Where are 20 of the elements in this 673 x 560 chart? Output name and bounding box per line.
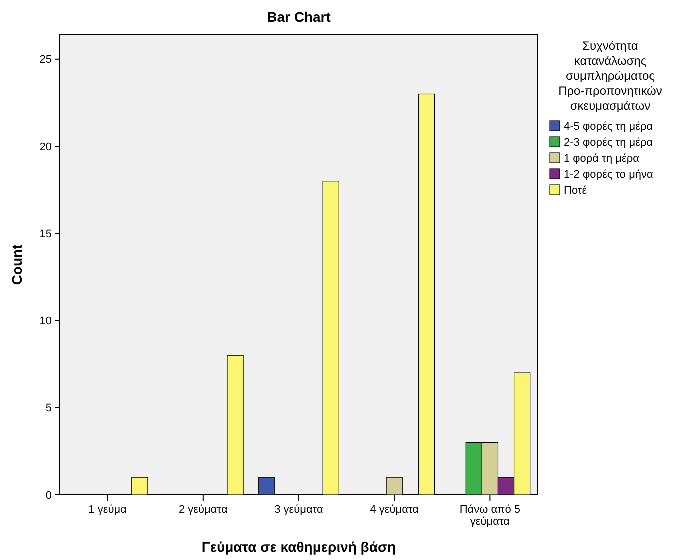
x-tick-label: 4 γεύματα (370, 504, 420, 516)
y-axis-title: Count (9, 244, 25, 286)
y-tick-label: 0 (46, 490, 52, 502)
y-tick-label: 15 (40, 228, 52, 240)
x-tick-label: 1 γεύμα (88, 504, 128, 516)
x-tick-label: Πάνω από 5 γεύματα (460, 504, 521, 528)
y-tick-label: 5 (46, 402, 52, 415)
legend-label: 1-2 φορές το μήνα (564, 169, 654, 181)
y-tick-label: 10 (40, 316, 52, 328)
x-tick-label: 3 γεύματα (274, 504, 324, 516)
legend-label: 1 φορά τη μέρα (564, 153, 640, 165)
x-axis-title: Γεύματα σε καθημερινή βάση (202, 539, 396, 555)
legend-label: Ποτέ (564, 185, 588, 197)
x-tick-label: 2 γεύματα (178, 504, 228, 516)
legend-label: 4-5 φορές τη μέρα (564, 121, 654, 133)
legend-title: Συχνότητα κατανάλωσης συμπληρώματος Προ-προπονητικών σκευμασμάτων (558, 39, 662, 113)
chart-title: Bar Chart (267, 9, 332, 25)
y-tick-label: 20 (40, 141, 52, 154)
y-tick-label: 25 (40, 54, 52, 66)
legend-label: 2-3 φορές τη μέρα (564, 137, 654, 149)
